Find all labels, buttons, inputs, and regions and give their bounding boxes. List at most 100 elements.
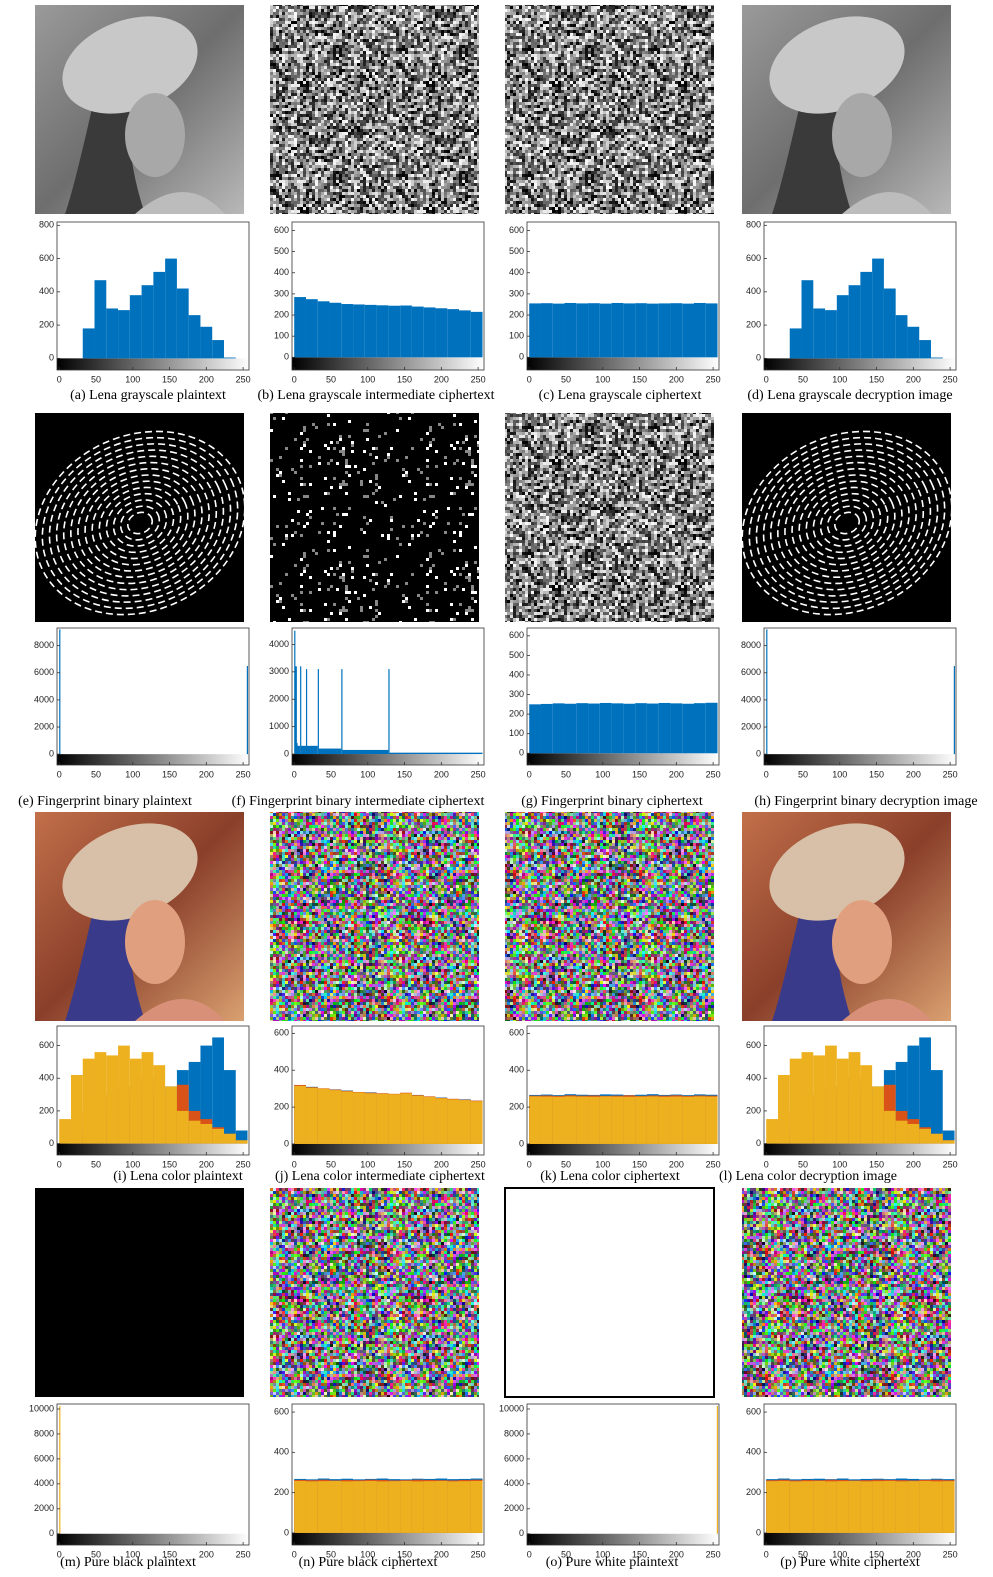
- histogram-bar: [458, 1100, 471, 1144]
- y-tick-label: 400: [39, 1073, 54, 1083]
- histogram-bar: [200, 326, 213, 359]
- histogram-bar: [200, 1045, 213, 1144]
- histogram-bar: [930, 1070, 943, 1144]
- y-tick-label: 200: [509, 1101, 524, 1111]
- x-tick-label: 250: [943, 374, 958, 384]
- y-tick-label: 6000: [34, 667, 54, 677]
- x-tick-label: 200: [199, 1549, 214, 1559]
- y-tick-label: 600: [274, 1028, 289, 1038]
- y-tick-label: 400: [746, 1447, 761, 1457]
- histogram-bar: [300, 666, 302, 755]
- x-tick-label: 0: [57, 769, 62, 779]
- histogram-bar: [825, 1045, 837, 1144]
- x-tick-label: 50: [798, 1159, 808, 1169]
- ridge: [819, 499, 875, 547]
- histogram-bar: [400, 1480, 412, 1533]
- face: [125, 900, 185, 984]
- x-tick-label: 50: [561, 1159, 571, 1169]
- x-tick-label: 100: [595, 374, 610, 384]
- histogram-bar: [376, 1481, 389, 1533]
- histogram-bar: [942, 1140, 955, 1144]
- shoulder: [842, 192, 932, 214]
- histogram-bar: [305, 299, 318, 358]
- y-tick-label: 400: [509, 267, 524, 277]
- y-tick-label: 500: [509, 650, 524, 660]
- y-tick-label: 400: [509, 1065, 524, 1075]
- y-tick-label: 400: [746, 1073, 761, 1083]
- histogram-bar: [411, 1095, 424, 1144]
- y-tick-label: 200: [274, 309, 289, 319]
- histogram-bar: [623, 703, 636, 754]
- x-tick-label: 200: [434, 1549, 449, 1559]
- fingerprint-image: [741, 413, 953, 622]
- histogram-bar: [389, 752, 483, 755]
- x-tick-label: 150: [869, 1159, 884, 1169]
- histogram-bar: [294, 666, 297, 755]
- histogram-bar: [297, 745, 301, 755]
- histogram-bar: [766, 1481, 778, 1533]
- y-tick-label: 3000: [269, 666, 289, 676]
- caption: (l) Lena color decryption image: [719, 1169, 897, 1184]
- histogram-bar: [540, 303, 553, 358]
- histogram-bar: [353, 1092, 365, 1144]
- x-tick-label: 50: [91, 769, 101, 779]
- histogram-bar: [919, 1480, 931, 1533]
- x-tick-label: 150: [162, 769, 177, 779]
- histogram-bar: [106, 1055, 119, 1144]
- histogram-bar: [82, 328, 95, 359]
- x-tick-label: 0: [57, 1159, 62, 1169]
- y-tick-label: 600: [39, 1040, 54, 1050]
- hat: [769, 823, 905, 921]
- y-tick-label: 2000: [34, 1503, 54, 1513]
- histogram-bar: [411, 1481, 424, 1533]
- colorbar: [527, 357, 719, 370]
- histogram-bar: [305, 669, 308, 755]
- histogram-bar: [318, 748, 342, 755]
- histogram-bar: [599, 702, 612, 754]
- histogram-bar: [693, 703, 706, 754]
- x-tick-label: 250: [236, 1549, 251, 1559]
- x-tick-label: 0: [292, 1159, 297, 1169]
- y-tick-label: 0: [49, 353, 54, 363]
- plot-frame: [56, 627, 250, 766]
- y-tick-label: 0: [756, 353, 761, 363]
- histogram-bar: [860, 1481, 873, 1533]
- colorbar: [57, 1533, 249, 1545]
- x-tick-label: 150: [397, 1549, 412, 1559]
- histogram-bar: [165, 258, 177, 359]
- x-tick-label: 100: [125, 1549, 140, 1559]
- histogram-bar: [895, 1120, 908, 1144]
- histogram-bar: [564, 302, 577, 358]
- y-tick-label: 0: [49, 1528, 54, 1538]
- y-tick-label: 0: [284, 1138, 289, 1148]
- plot-area: [292, 628, 484, 765]
- face: [832, 900, 892, 984]
- ridge: [84, 474, 196, 572]
- x-tick-label: 50: [91, 1159, 101, 1169]
- histogram-bar: [423, 1481, 436, 1533]
- colorbar: [292, 357, 484, 370]
- plot-frame: [526, 627, 720, 766]
- x-tick-label: 200: [669, 374, 684, 384]
- y-tick-label: 10000: [29, 1403, 54, 1413]
- y-tick-label: 0: [49, 749, 54, 759]
- y-tick-label: 4000: [269, 639, 289, 649]
- x-tick-label: 150: [397, 1159, 412, 1169]
- ridge: [70, 461, 210, 585]
- x-tick-label: 250: [706, 374, 721, 384]
- histogram-bar: [848, 285, 861, 359]
- ridge: [62, 455, 218, 591]
- image: [505, 812, 714, 1021]
- y-tick-label: 8000: [741, 640, 761, 650]
- histogram-bar: [789, 1058, 802, 1144]
- image: [505, 5, 714, 214]
- x-tick-label: 250: [706, 1549, 721, 1559]
- x-tick-label: 50: [561, 374, 571, 384]
- caption: (g) Fingerprint binary ciphertext: [521, 794, 703, 809]
- y-tick-label: 600: [509, 225, 524, 235]
- histogram-bar: [296, 743, 298, 755]
- histogram-bar: [470, 1101, 483, 1144]
- histogram-bar: [188, 315, 201, 359]
